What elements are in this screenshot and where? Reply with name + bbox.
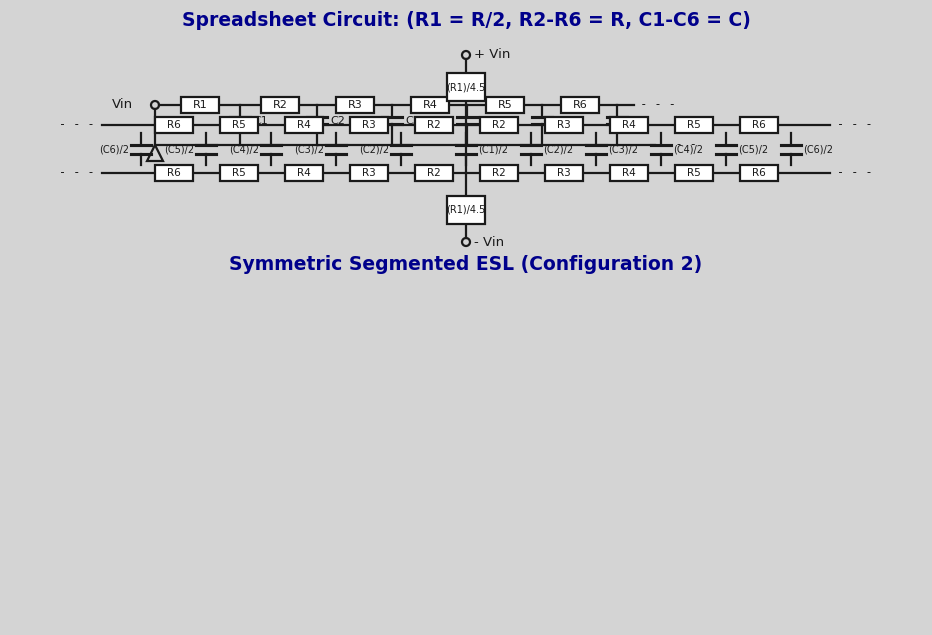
FancyBboxPatch shape	[739, 165, 777, 181]
Text: C1: C1	[253, 116, 267, 126]
FancyBboxPatch shape	[350, 165, 388, 181]
Text: (C6)/2: (C6)/2	[803, 144, 833, 154]
Text: R2: R2	[427, 120, 441, 130]
Text: R2: R2	[491, 168, 505, 178]
Text: (C5)/2: (C5)/2	[738, 144, 768, 154]
FancyBboxPatch shape	[411, 97, 449, 113]
Text: R6: R6	[167, 168, 181, 178]
Text: R6: R6	[751, 120, 765, 130]
Text: (C1)/2: (C1)/2	[478, 144, 508, 154]
FancyBboxPatch shape	[675, 117, 712, 133]
Text: - - - -: - - - -	[647, 138, 697, 152]
FancyBboxPatch shape	[284, 117, 322, 133]
FancyBboxPatch shape	[561, 97, 599, 113]
Text: (C2)/2: (C2)/2	[359, 144, 389, 154]
Text: R5: R5	[232, 120, 245, 130]
Text: - - -: - - -	[837, 119, 872, 131]
FancyBboxPatch shape	[350, 117, 388, 133]
Text: (C3)/2: (C3)/2	[608, 144, 638, 154]
Text: (R1)/4.5: (R1)/4.5	[446, 82, 486, 92]
Text: + Vin: + Vin	[474, 48, 511, 62]
Text: R4: R4	[296, 120, 310, 130]
Text: R2: R2	[427, 168, 441, 178]
Text: - - -: - - -	[837, 166, 872, 180]
Text: Symmetric Segmented ESL (Configuration 2): Symmetric Segmented ESL (Configuration 2…	[229, 255, 703, 274]
Text: (C6)/2: (C6)/2	[99, 144, 129, 154]
FancyBboxPatch shape	[486, 97, 524, 113]
Text: R4: R4	[422, 100, 437, 110]
FancyBboxPatch shape	[447, 73, 485, 101]
Text: C5: C5	[555, 116, 569, 126]
Text: R3: R3	[556, 120, 570, 130]
Text: R5: R5	[232, 168, 245, 178]
FancyBboxPatch shape	[544, 165, 582, 181]
Text: (C4)/2: (C4)/2	[229, 144, 259, 154]
FancyBboxPatch shape	[675, 165, 712, 181]
Text: R1: R1	[193, 100, 208, 110]
Text: R2: R2	[272, 100, 287, 110]
Text: - - - -: - - - -	[626, 98, 676, 112]
FancyBboxPatch shape	[220, 165, 257, 181]
Text: R3: R3	[362, 168, 376, 178]
Text: R3: R3	[362, 120, 376, 130]
FancyBboxPatch shape	[261, 97, 299, 113]
Text: (C4)/2: (C4)/2	[673, 144, 703, 154]
FancyBboxPatch shape	[739, 117, 777, 133]
FancyBboxPatch shape	[479, 117, 517, 133]
Text: R6: R6	[167, 120, 181, 130]
Text: C3: C3	[405, 116, 419, 126]
Text: C4: C4	[480, 116, 495, 126]
FancyBboxPatch shape	[610, 165, 648, 181]
Text: R4: R4	[296, 168, 310, 178]
FancyBboxPatch shape	[220, 117, 257, 133]
Text: (C5)/2: (C5)/2	[164, 144, 194, 154]
Text: R4: R4	[622, 120, 636, 130]
Text: - - -: - - -	[60, 166, 95, 180]
FancyBboxPatch shape	[447, 196, 485, 224]
Text: R6: R6	[572, 100, 587, 110]
Text: R3: R3	[348, 100, 363, 110]
FancyBboxPatch shape	[544, 117, 582, 133]
FancyBboxPatch shape	[415, 117, 453, 133]
Text: R5: R5	[687, 120, 700, 130]
FancyBboxPatch shape	[610, 117, 648, 133]
Text: C2: C2	[330, 116, 345, 126]
FancyBboxPatch shape	[415, 165, 453, 181]
Text: R4: R4	[622, 168, 636, 178]
FancyBboxPatch shape	[284, 165, 322, 181]
Text: Vin: Vin	[112, 98, 133, 112]
Text: Spreadsheet Circuit: (R1 = R/2, R2-R6 = R, C1-C6 = C): Spreadsheet Circuit: (R1 = R/2, R2-R6 = …	[182, 11, 750, 30]
Text: R6: R6	[751, 168, 765, 178]
Text: - - -: - - -	[60, 119, 95, 131]
FancyBboxPatch shape	[336, 97, 374, 113]
Text: R2: R2	[491, 120, 505, 130]
Text: - Vin: - Vin	[474, 236, 504, 248]
Text: C6: C6	[630, 116, 645, 126]
Text: R5: R5	[687, 168, 700, 178]
Text: R3: R3	[556, 168, 570, 178]
FancyBboxPatch shape	[181, 97, 219, 113]
Text: (R1)/4.5: (R1)/4.5	[446, 205, 486, 215]
Text: (C2)/2: (C2)/2	[543, 144, 573, 154]
FancyBboxPatch shape	[155, 117, 193, 133]
FancyBboxPatch shape	[155, 165, 193, 181]
FancyBboxPatch shape	[479, 165, 517, 181]
Text: R5: R5	[498, 100, 513, 110]
Text: (C3)/2: (C3)/2	[294, 144, 324, 154]
